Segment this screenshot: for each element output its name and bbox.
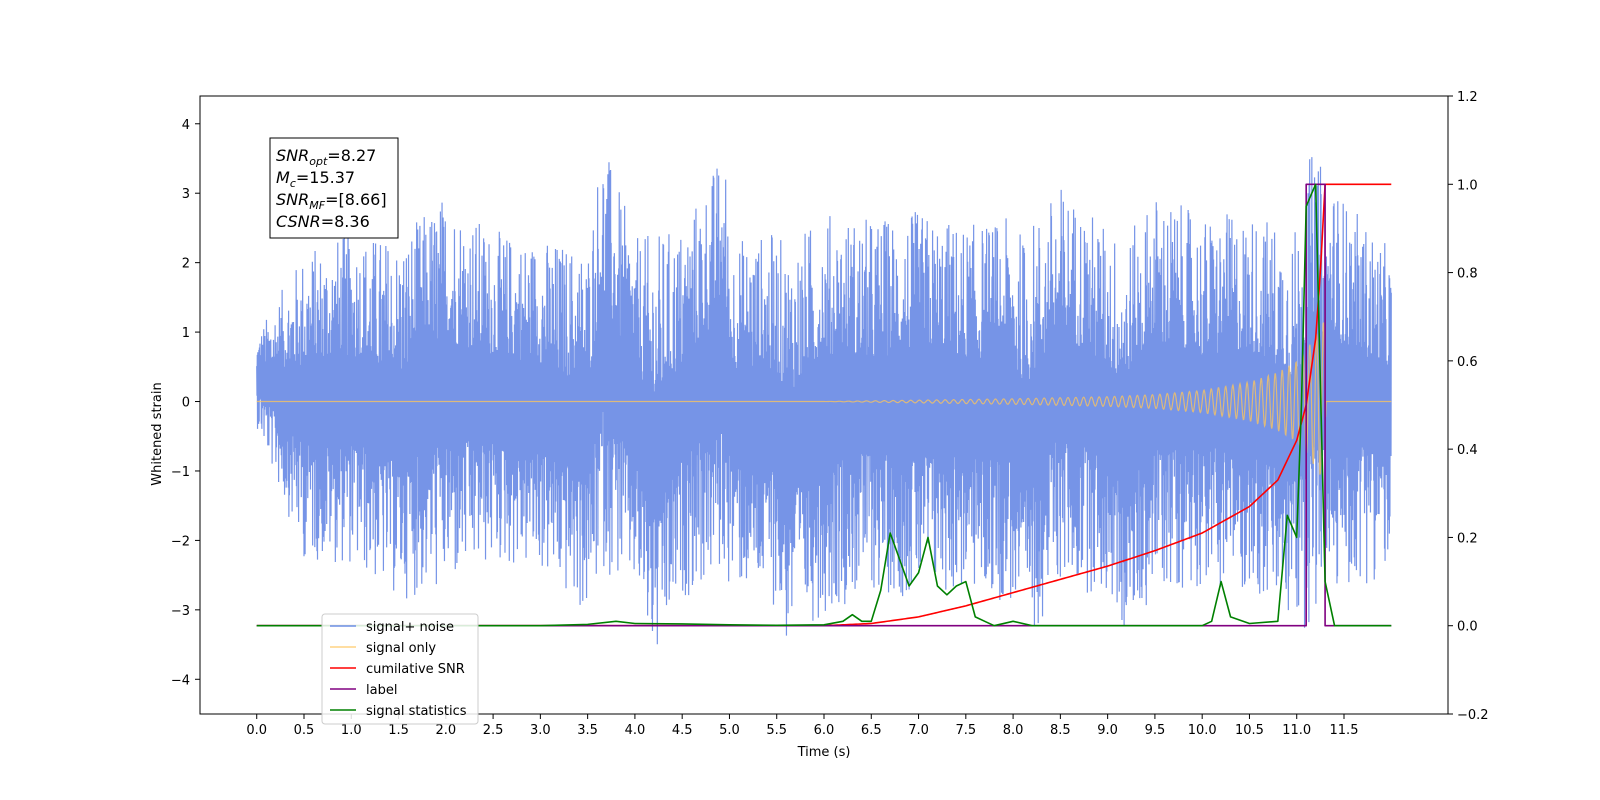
legend-frame — [321, 613, 479, 725]
y2-tick-label: 1.2 — [1457, 90, 1478, 105]
x-tick-label: 5.0 — [719, 723, 740, 738]
x-tick-label: 10.0 — [1188, 723, 1217, 738]
y-axis-right: −0.2 0.0 0.2 0.4 0.6 0.8 1.0 1.2 — [1448, 90, 1489, 723]
x-tick-label: 10.5 — [1235, 723, 1264, 738]
x-tick-label: 6.0 — [814, 723, 835, 738]
x-tick-label: 5.5 — [766, 723, 787, 738]
y-tick-label: 2 — [182, 257, 190, 272]
series-signal-statistics — [256, 183, 1392, 627]
y-tick-label: 0 — [182, 396, 190, 411]
y2-tick-label: 0.8 — [1457, 267, 1478, 282]
series-signal-plus-noise — [256, 157, 1392, 645]
x-tick-label: 0.0 — [246, 723, 267, 738]
x-tick-label: 3.5 — [577, 723, 598, 738]
y2-tick-label: 0.6 — [1457, 355, 1478, 370]
x-tick-label: 7.5 — [955, 723, 976, 738]
x-axis-label: Time (s) — [797, 745, 851, 760]
x-tick-label: 6.5 — [861, 723, 882, 738]
x-tick-label: 4.0 — [625, 723, 646, 738]
plot-area — [256, 157, 1392, 645]
x-tick-label: 3.0 — [530, 723, 551, 738]
x-tick-label: 4.5 — [672, 723, 693, 738]
y2-tick-label: 0.4 — [1457, 443, 1478, 458]
x-tick-label: 1.0 — [341, 723, 362, 738]
line-signal-only — [256, 322, 1392, 475]
y2-tick-label: −0.2 — [1457, 708, 1489, 723]
line-signal-statistics — [256, 183, 1392, 627]
y-tick-label: 4 — [182, 118, 190, 133]
x-tick-label: 2.5 — [483, 723, 504, 738]
line-signal-plus-noise — [256, 157, 1392, 645]
x-tick-label: 11.5 — [1330, 723, 1359, 738]
x-axis: 0.0 0.5 1.0 1.5 2.0 2.5 3.0 3.5 4.0 4.5 5.0 5.5 6.0 6… — [246, 714, 1358, 738]
series-signal-only — [256, 322, 1392, 475]
y2-tick-label: 0.0 — [1457, 620, 1478, 635]
x-tick-label: 9.0 — [1097, 723, 1118, 738]
legend: signal+ noise signal only cumilative SNR la… — [321, 613, 479, 725]
y-axis-label: Whitened strain — [150, 382, 165, 485]
y-tick-label: −3 — [171, 604, 190, 619]
x-tick-label: 9.5 — [1145, 723, 1166, 738]
legend-entry-label: signal+ noise — [366, 620, 454, 635]
annotation-line: Mc=15.37 — [276, 168, 355, 190]
x-tick-label: 0.5 — [294, 723, 315, 738]
annotation-line: SNRopt=8.27 — [276, 146, 376, 168]
y-tick-label: −2 — [171, 534, 190, 549]
x-tick-label: 11.0 — [1282, 723, 1311, 738]
x-tick-label: 1.5 — [388, 723, 409, 738]
x-tick-label: 2.0 — [435, 723, 456, 738]
annotation-frame — [269, 137, 399, 239]
y2-tick-label: 0.2 — [1457, 531, 1478, 546]
y-tick-label: 1 — [182, 326, 190, 341]
x-tick-label: 7.0 — [908, 723, 929, 738]
legend-entry-label: signal only — [366, 641, 436, 656]
legend-entry-label: signal statistics — [366, 704, 467, 719]
y-tick-label: −1 — [171, 465, 190, 480]
legend-entry-label: label — [366, 683, 397, 698]
annotation-line: CSNR=8.36 — [276, 212, 370, 231]
annotation-line: SNRMF=[8.66] — [276, 190, 387, 212]
y-tick-label: 3 — [182, 187, 190, 202]
x-tick-label: 8.0 — [1003, 723, 1024, 738]
x-tick-label: 8.5 — [1050, 723, 1071, 738]
y-tick-label: −4 — [171, 673, 190, 688]
y2-tick-label: 1.0 — [1457, 178, 1478, 193]
y-axis-left: −4 −3 −2 −1 0 1 2 3 4 — [171, 118, 200, 688]
legend-entry-label: cumilative SNR — [366, 662, 465, 677]
